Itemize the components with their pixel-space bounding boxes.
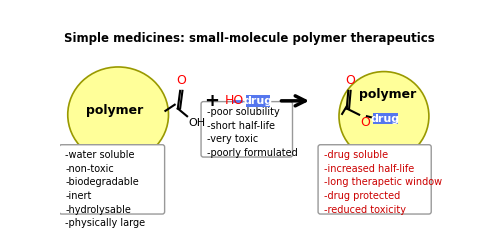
Text: +: + [204,92,219,110]
FancyBboxPatch shape [59,145,165,214]
Text: polymer: polymer [359,88,417,101]
Ellipse shape [68,67,168,162]
Text: O: O [177,74,187,87]
Text: polymer: polymer [85,104,143,117]
Text: -drug soluble
-increased half-life
-long therapetic window
-drug protected
-redu: -drug soluble -increased half-life -long… [324,150,443,214]
Ellipse shape [339,72,429,161]
Text: Simple medicines: small-molecule polymer therapeutics: Simple medicines: small-molecule polymer… [64,32,434,45]
Text: drug: drug [371,114,400,124]
Text: HO: HO [224,94,243,107]
FancyBboxPatch shape [246,95,270,106]
FancyBboxPatch shape [373,113,397,124]
Text: O: O [360,116,371,129]
FancyBboxPatch shape [201,102,292,157]
Text: drug: drug [243,96,272,106]
Text: O: O [345,74,355,87]
Text: -water soluble
-non-toxic
-biodegradable
-inert
-hydrolysable
-physically large: -water soluble -non-toxic -biodegradable… [65,150,145,228]
Text: OH: OH [189,118,206,128]
FancyBboxPatch shape [318,145,431,214]
Text: -poor solubility
-short half-life
-very toxic
-poorly formulated: -poor solubility -short half-life -very … [207,107,298,158]
